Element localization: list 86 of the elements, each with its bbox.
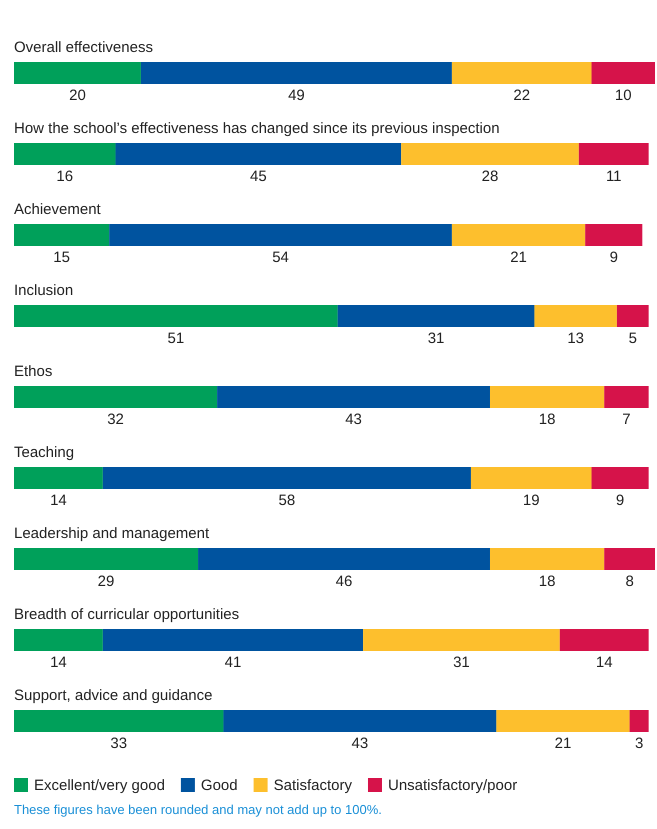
bar: [592, 62, 655, 84]
data-label: 15: [53, 249, 70, 266]
data-label: 31: [453, 654, 470, 671]
bar: [102, 467, 471, 489]
legend-label: Excellent/very good: [34, 777, 165, 794]
bar: [109, 224, 452, 246]
legend-label: Satisfactory: [274, 777, 352, 794]
data-label: 45: [250, 168, 267, 185]
bar: [223, 710, 496, 732]
bar: [496, 710, 630, 732]
data-label: 51: [167, 330, 184, 347]
data-label: 31: [428, 330, 444, 347]
data-label: 14: [50, 492, 67, 509]
data-label: 33: [110, 735, 128, 752]
bar: [490, 386, 604, 408]
bar: [363, 629, 560, 651]
y-tick-label: Inclusion: [14, 282, 74, 299]
data-label: 29: [98, 573, 114, 590]
y-tick-label: How the school’s effectiveness has changed since its previous inspection: [14, 120, 500, 137]
data-label: 54: [272, 249, 289, 266]
bar: [140, 62, 452, 84]
data-label: 43: [345, 411, 362, 428]
data-label: 5: [628, 330, 637, 347]
data-label: 9: [616, 492, 624, 509]
data-label: 28: [482, 168, 498, 185]
data-label: 9: [610, 249, 618, 266]
bar: [14, 386, 218, 408]
y-tick-label: Achievement: [14, 201, 102, 218]
y-tick-label: Breadth of curricular opportunities: [14, 606, 240, 623]
bar: [14, 143, 116, 165]
bar: [560, 629, 649, 651]
data-label: 10: [614, 87, 632, 104]
data-label: 20: [69, 87, 86, 104]
bar: [452, 224, 586, 246]
data-label: 8: [625, 573, 634, 590]
bar: [452, 62, 592, 84]
bar: [630, 710, 649, 732]
bar: [578, 143, 649, 165]
bar: [14, 62, 141, 84]
data-label: 41: [224, 654, 242, 671]
data-label: 49: [288, 87, 305, 104]
data-label: 14: [596, 654, 613, 671]
data-label: 3: [634, 735, 644, 752]
bar: [534, 305, 617, 327]
y-tick-label: Teaching: [14, 444, 74, 461]
data-label: 7: [622, 411, 631, 428]
data-label: 58: [278, 492, 296, 509]
y-tick-label: Overall effectiveness: [14, 39, 153, 56]
data-label: 46: [336, 573, 352, 590]
legend-label: Unsatisfactory/poor: [388, 777, 518, 794]
bar: [490, 548, 604, 570]
legend-label: Good: [200, 777, 238, 794]
bar: [198, 548, 490, 570]
y-tick-label: Ethos: [14, 363, 52, 380]
data-label: 13: [567, 330, 584, 347]
bar: [604, 386, 649, 408]
bar: [616, 305, 649, 327]
data-label: 21: [554, 735, 572, 752]
bar: [14, 467, 103, 489]
bar: [14, 548, 198, 570]
bar: [14, 305, 338, 327]
y-tick-label: Leadership and management: [14, 525, 210, 542]
data-label: 32: [107, 411, 124, 428]
bar: [470, 467, 592, 489]
bar: [604, 548, 655, 570]
bar: [217, 386, 490, 408]
data-label: 18: [538, 573, 556, 590]
data-label: 16: [56, 168, 74, 185]
bar: [14, 224, 110, 246]
bar: [592, 467, 649, 489]
data-label: 43: [352, 735, 368, 752]
bar: [116, 143, 402, 165]
text: These figures have been rounded and may not add up to 100%.: [14, 802, 382, 817]
bar: [401, 143, 579, 165]
y-tick-label: Support, advice and guidance: [14, 687, 212, 704]
bar: [585, 224, 642, 246]
bar: [14, 629, 103, 651]
data-label: 21: [510, 249, 527, 266]
data-label: 22: [513, 87, 530, 104]
data-label: 11: [606, 168, 622, 185]
bar: [14, 710, 224, 732]
data-label: 18: [538, 411, 556, 428]
data-label: 14: [50, 654, 67, 671]
bar: [102, 629, 364, 651]
data-label: 19: [522, 492, 540, 509]
bar: [338, 305, 534, 327]
